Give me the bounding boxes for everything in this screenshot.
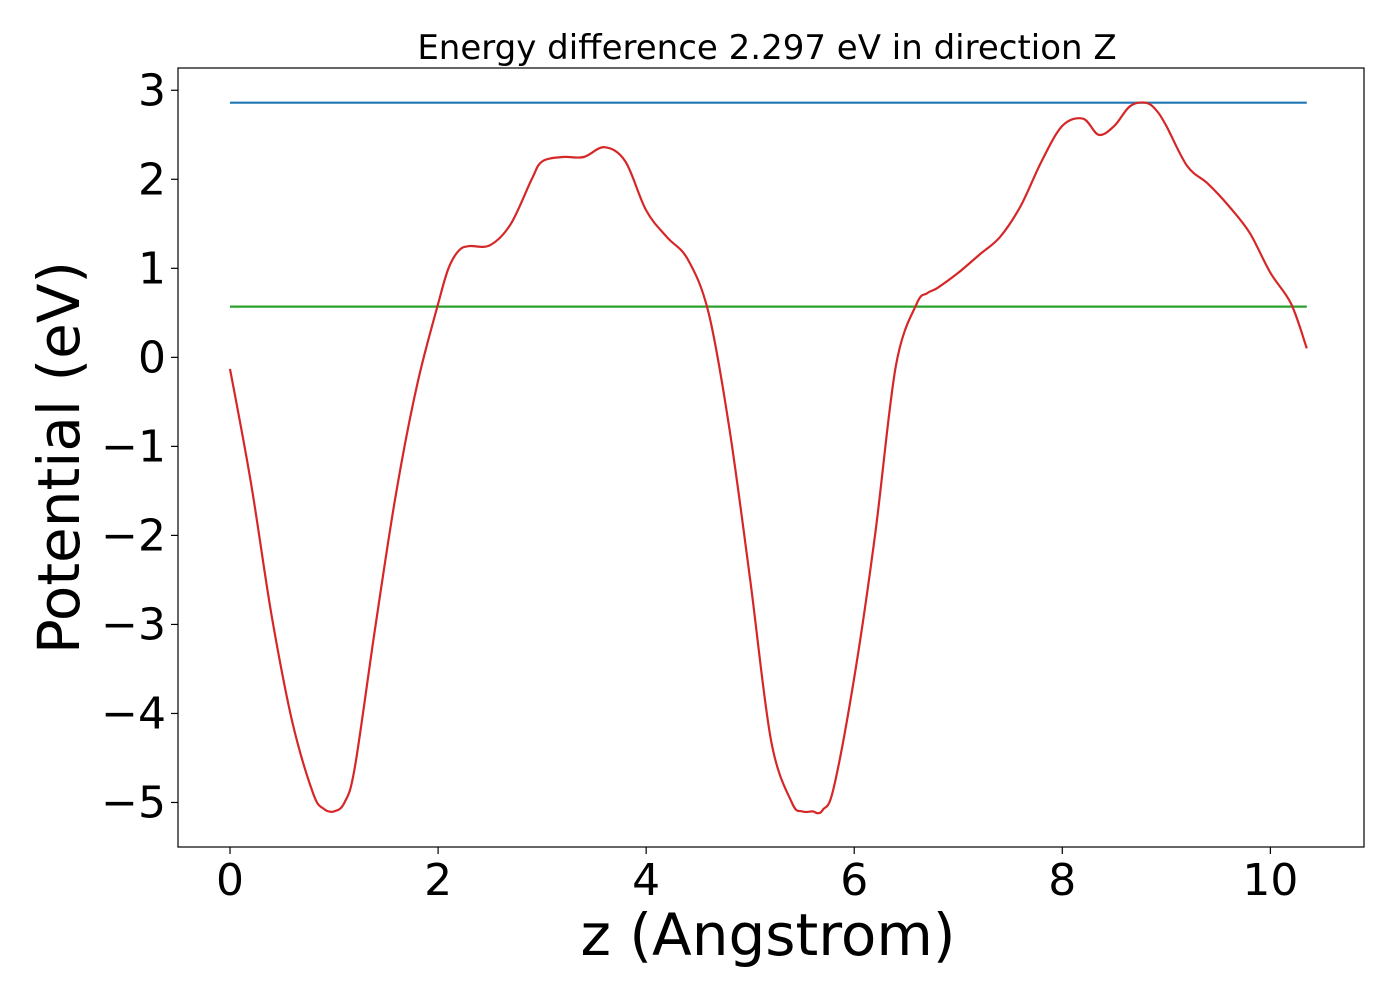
y-tick-label: −2 bbox=[101, 510, 166, 561]
plot-frame bbox=[177, 67, 1365, 848]
y-tick-label: 0 bbox=[138, 332, 166, 383]
y-tick-label: −4 bbox=[101, 688, 166, 739]
y-tick-label: 1 bbox=[138, 243, 166, 294]
x-tick-label: 4 bbox=[632, 855, 660, 906]
y-tick-label: −3 bbox=[101, 599, 166, 650]
x-tick-label: 8 bbox=[1048, 855, 1076, 906]
series-line-2 bbox=[228, 101, 1308, 815]
x-tick-label: 2 bbox=[424, 855, 452, 906]
y-tick-label: −5 bbox=[101, 777, 166, 828]
x-axis: 0 2 4 6 8 10 bbox=[216, 847, 1298, 906]
y-axis: −5 −4 −3 −2 −1 0 1 2 3 bbox=[101, 65, 178, 828]
y-tick-label: 3 bbox=[138, 65, 166, 116]
chart-title: Energy difference 2.297 eV in direction … bbox=[417, 28, 1116, 68]
y-tick-label: −1 bbox=[101, 421, 166, 472]
x-tick-label: 6 bbox=[840, 855, 868, 906]
y-tick-label: 2 bbox=[138, 154, 166, 205]
x-axis-label: z (Angstrom) bbox=[581, 901, 956, 969]
y-axis-label: Potential (eV) bbox=[25, 261, 93, 654]
x-tick-label: 0 bbox=[216, 855, 244, 906]
x-tick-label: 10 bbox=[1242, 855, 1298, 906]
series-layer bbox=[228, 101, 1308, 815]
